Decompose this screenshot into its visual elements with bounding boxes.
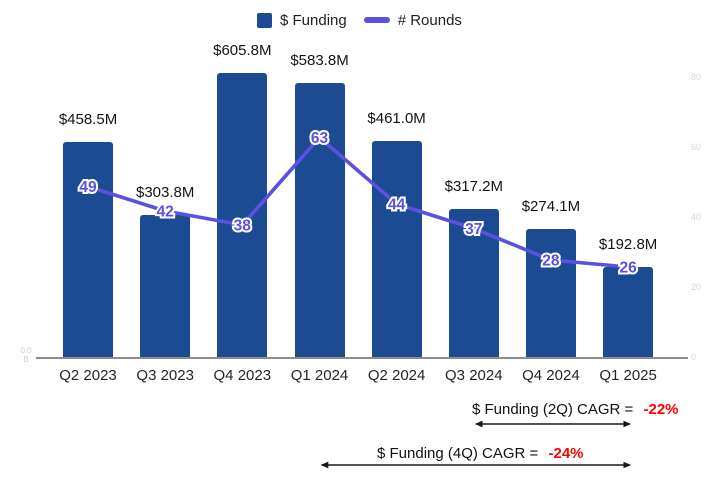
x-axis-label-q4-2024: Q4 2024 [522,367,580,384]
cagr-4q-value: -24% [548,445,584,462]
funding-bar-q3-2023 [140,215,191,358]
funding-bar-q3-2024 [448,208,499,358]
x-axis-line [36,357,688,359]
right-axis-tick-80: 80 [691,72,702,82]
funding-value-label-q3-2023: $303.8M [136,184,195,202]
cagr-annotation-4q: $ Funding (4Q) CAGR = -24% [377,445,584,462]
chart-legend: $ Funding # Rounds [257,11,462,29]
funding-value-label-q4-2024: $274.1M [521,198,581,215]
funding-legend-swatch-icon [257,12,272,28]
funding-bar-q4-2023 [217,73,268,358]
x-axis-label-q1-2025: Q1 2025 [599,367,657,384]
x-axis-label-q1-2024: Q1 2024 [290,367,349,384]
funding-value-label-q4-2023: $605.8M [213,42,272,59]
funding-bar-q1-2025 [603,267,654,358]
funding-value-label-q1-2025: $192.8M [598,236,658,254]
funding-value-label-q1-2024: $583.8M [290,52,349,70]
funding-bar-q1-2024 [294,83,345,358]
left-axis-zero-label: 0.0 B [18,346,34,364]
right-axis-tick-60: 60 [691,142,702,152]
x-axis-label-q3-2023: Q3 2023 [136,367,194,384]
funding-legend-label: $ Funding [280,11,347,29]
right-axis-tick-40: 40 [691,212,702,222]
funding-bar-q2-2023 [63,142,113,358]
right-axis-tick-20: 20 [691,282,702,292]
funding-value-label-q2-2023: $458.5M [58,111,118,129]
x-axis-label-q4-2023: Q4 2023 [213,367,272,384]
x-axis-label-q2-2023: Q2 2023 [59,367,117,384]
cagr-4q-text: $ Funding (4Q) CAGR = [377,445,543,462]
left-axis-zero-line1: 0.0 [20,346,32,355]
cagr-annotation-2q: $ Funding (2Q) CAGR = -22% [472,401,679,418]
funding-value-label-q2-2024: $461.0M [367,110,426,128]
cagr-2q-value: -22% [643,401,679,418]
funding-value-label-q3-2024: $317.2M [444,177,503,195]
funding-bar-q2-2024 [371,141,422,358]
right-axis-tick-0: 0 [691,352,697,362]
cagr-2q-text: $ Funding (2Q) CAGR = [472,401,638,418]
x-axis-label-q3-2024: Q3 2024 [445,367,503,384]
rounds-legend-label: # Rounds [397,11,462,29]
x-axis-label-q2-2024: Q2 2024 [367,367,426,384]
funding-bar-q4-2024 [525,229,576,358]
rounds-legend-swatch-icon [363,17,390,23]
left-axis-zero-line2: B [23,355,29,364]
